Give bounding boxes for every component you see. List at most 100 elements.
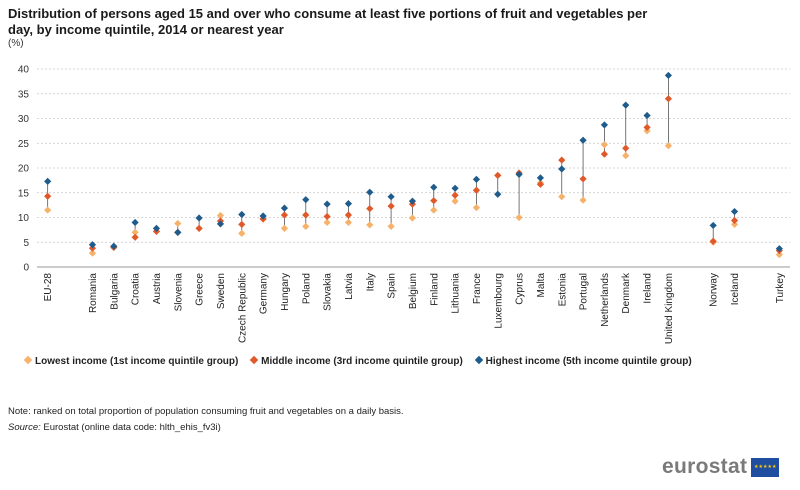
x-tick-label: Norway: [709, 273, 720, 307]
data-point-lowest: [216, 211, 225, 220]
data-point-lowest: [302, 222, 310, 231]
data-point-highest: [709, 221, 717, 230]
x-tick-label: Austria: [152, 273, 163, 305]
data-point-lowest: [88, 249, 97, 257]
data-point-middle: [387, 202, 395, 210]
x-tick-label: Italy: [365, 273, 376, 291]
data-point-lowest: [238, 229, 246, 237]
footnote: Note: ranked on total proportion of popu…: [8, 406, 404, 417]
data-point-lowest: [515, 213, 523, 222]
x-tick-label: France: [472, 273, 483, 305]
data-point-highest: [643, 111, 651, 120]
data-point-highest: [280, 204, 289, 212]
y-axis-unit: (%): [8, 38, 24, 49]
data-point-highest: [259, 212, 267, 220]
data-point-lowest: [600, 141, 609, 149]
x-tick-label: Malta: [536, 273, 547, 298]
data-point-highest: [152, 224, 161, 232]
data-point-highest: [600, 121, 609, 129]
data-point-highest: [344, 200, 353, 208]
y-tick-label: 5: [23, 238, 29, 249]
data-point-highest: [494, 190, 502, 198]
x-tick-label: Cyprus: [515, 273, 526, 305]
x-tick-label: Slovenia: [173, 273, 184, 312]
y-tick-label: 10: [18, 213, 30, 224]
data-point-highest: [558, 165, 566, 173]
x-tick-label: Turkey: [775, 273, 786, 303]
data-point-highest: [622, 101, 630, 109]
data-point-highest: [472, 175, 481, 183]
data-point-lowest: [280, 224, 289, 232]
legend-item-highest: Highest income (5th income quintile grou…: [474, 355, 692, 367]
legend-label-highest: Highest income (5th income quintile grou…: [485, 356, 692, 367]
x-tick-label: Poland: [301, 273, 312, 304]
data-point-lowest: [387, 222, 395, 231]
legend-marker-highest: [474, 355, 483, 365]
data-point-lowest: [730, 220, 739, 229]
data-point-middle: [600, 150, 609, 158]
x-tick-label: Czech Republic: [237, 273, 248, 343]
data-point-highest: [775, 245, 783, 253]
x-tick-label: Belgium: [408, 273, 419, 309]
data-point-lowest: [430, 206, 438, 214]
x-tick-label: Lithuania: [451, 273, 462, 314]
data-point-lowest: [775, 251, 783, 259]
data-point-middle: [709, 237, 717, 245]
data-point-highest: [730, 207, 739, 216]
data-point-highest: [110, 242, 118, 250]
data-point-lowest: [174, 219, 182, 228]
y-tick-label: 15: [18, 188, 30, 199]
eurostat-logo: eurostat ★★★★★: [662, 455, 780, 479]
x-tick-label: Denmark: [621, 272, 632, 314]
x-tick-label: Hungary: [280, 273, 291, 311]
y-tick-label: 0: [23, 263, 29, 274]
data-point-highest: [408, 197, 417, 205]
data-point-lowest: [451, 197, 459, 205]
x-tick-label: Ireland: [643, 273, 654, 304]
x-tick-label: Latvia: [344, 273, 355, 300]
x-tick-label: Slovakia: [323, 273, 334, 311]
x-tick-label: Iceland: [730, 273, 741, 305]
x-tick-label: Croatia: [131, 273, 142, 306]
data-point-middle: [579, 175, 587, 183]
logo-text: eurostat: [662, 455, 748, 478]
y-tick-label: 40: [18, 65, 30, 76]
data-point-middle: [195, 224, 203, 232]
data-point-highest: [536, 174, 545, 182]
data-point-highest: [195, 214, 203, 222]
x-tick-label: Netherlands: [600, 273, 611, 327]
data-point-highest: [216, 220, 225, 228]
data-point-lowest: [664, 142, 673, 150]
data-point-highest: [430, 183, 438, 191]
data-point-lowest: [344, 218, 353, 227]
chart-plot: 0 5 10 15 20 25 30 35 40 EU-28 Romania Bulgaria Croa…: [18, 65, 790, 344]
legend-marker-middle: [249, 355, 259, 365]
data-point-middle: [238, 220, 246, 229]
source-text: Eurostat (online data code: hlth_ehis_fv…: [43, 422, 221, 433]
data-point-highest: [515, 170, 523, 179]
y-tick-label: 20: [18, 164, 30, 175]
data-point-lowest: [323, 218, 331, 227]
y-tick-label: 35: [18, 89, 30, 100]
data-point-middle: [451, 191, 459, 199]
data-point-middle: [536, 180, 545, 188]
x-tick-label: Portugal: [579, 273, 590, 310]
data-point-highest: [451, 184, 459, 192]
data-point-middle: [494, 171, 502, 180]
x-tick-label: Germany: [259, 273, 270, 314]
data-point-middle: [302, 211, 310, 219]
legend-label-middle: Middle income (3rd income quintile group…: [261, 356, 463, 367]
data-point-middle: [44, 192, 52, 200]
x-tick-label: Luxembourg: [493, 273, 504, 329]
data-point-middle: [323, 212, 331, 221]
data-point-lowest: [131, 228, 139, 236]
legend-item-middle: Middle income (3rd income quintile group…: [249, 355, 463, 367]
x-tick-label: Greece: [195, 273, 206, 306]
data-point-lowest: [622, 152, 630, 160]
data-point-middle: [430, 197, 438, 205]
data-point-middle: [344, 211, 353, 219]
x-tick-label: United Kingdom: [664, 273, 675, 344]
x-tick-label: Romania: [88, 273, 99, 313]
data-point-middle: [366, 204, 374, 213]
data-point-highest: [131, 218, 139, 227]
